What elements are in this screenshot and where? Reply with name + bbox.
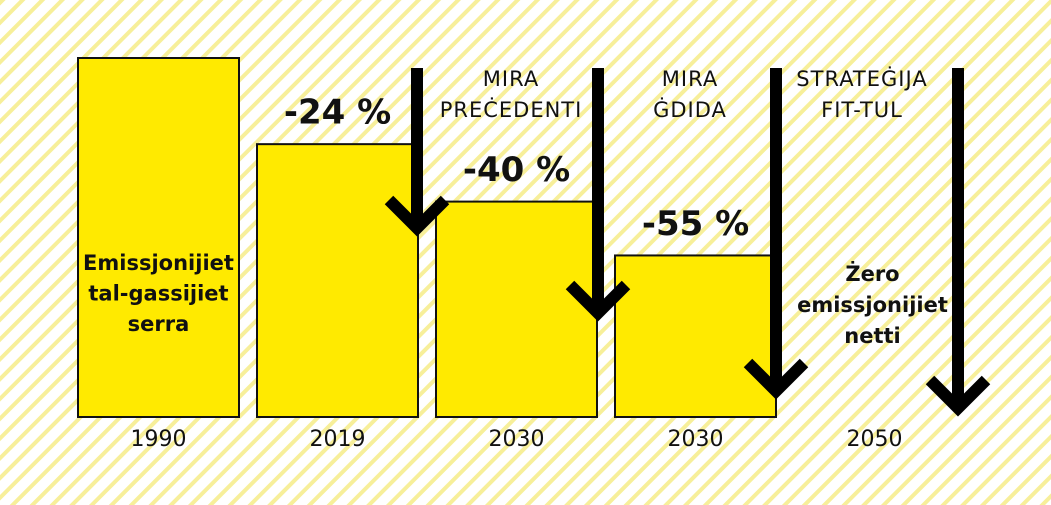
reduction-label: -24 % bbox=[284, 93, 391, 133]
target-label: emissjonijiet bbox=[797, 293, 948, 317]
bar bbox=[77, 57, 240, 418]
bar bbox=[256, 143, 419, 418]
arrow-head bbox=[565, 280, 631, 322]
x-tick-label: 2019 bbox=[310, 427, 366, 452]
arrow-head bbox=[925, 375, 991, 417]
bar-label: serra bbox=[128, 312, 190, 336]
arrow-label: FIT-TUL bbox=[821, 98, 903, 122]
target-label: Żero bbox=[845, 261, 899, 286]
reduction-label: -40 % bbox=[463, 150, 570, 190]
target-label: netti bbox=[844, 324, 900, 348]
reduction-label: -55 % bbox=[642, 204, 749, 244]
arrow-label: ĠDIDA bbox=[653, 97, 727, 122]
arrow-label: MIRA bbox=[483, 67, 539, 91]
bar bbox=[435, 200, 598, 418]
arrow-label: MIRA bbox=[662, 67, 718, 91]
x-tick-label: 2050 bbox=[847, 427, 903, 452]
bar bbox=[614, 254, 777, 418]
x-tick-label: 1990 bbox=[131, 427, 187, 452]
x-tick-label: 2030 bbox=[489, 427, 545, 452]
bar-label: Emissjonijiet bbox=[83, 251, 234, 275]
arrow-head bbox=[384, 195, 450, 237]
x-tick-label: 2030 bbox=[668, 427, 724, 452]
arrow-label: STRATEĠIJA bbox=[796, 66, 927, 91]
bar-label: tal-gassijiet bbox=[88, 282, 228, 306]
arrow-label: PREĊEDENTI bbox=[440, 97, 583, 122]
arrow-head bbox=[743, 358, 809, 400]
